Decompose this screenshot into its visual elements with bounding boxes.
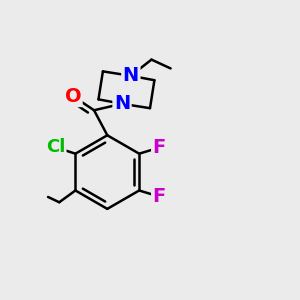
Text: O: O — [64, 87, 81, 106]
Text: F: F — [153, 187, 166, 206]
Text: N: N — [114, 94, 130, 113]
Text: Cl: Cl — [46, 138, 65, 156]
Text: F: F — [153, 138, 166, 157]
Text: N: N — [123, 66, 139, 85]
